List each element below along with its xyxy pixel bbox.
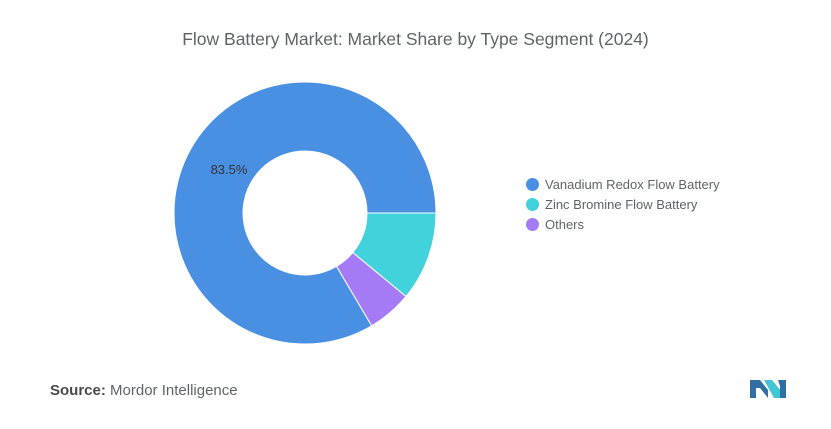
legend-label: Others bbox=[545, 216, 585, 232]
donut-data-labels: 83.5% bbox=[211, 162, 248, 177]
legend-item-zinc-bromine: Zinc Bromine Flow Battery bbox=[526, 194, 720, 214]
chart-legend: Vanadium Redox Flow Battery Zinc Bromine… bbox=[526, 174, 720, 234]
chart-title: Flow Battery Market: Market Share by Typ… bbox=[182, 29, 649, 49]
legend-label: Vanadium Redox Flow Battery bbox=[545, 176, 720, 192]
legend-item-vanadium-redox: Vanadium Redox Flow Battery bbox=[526, 174, 720, 194]
mordor-intelligence-logo-icon bbox=[750, 380, 786, 398]
legend-swatch-icon bbox=[526, 197, 539, 211]
legend-swatch-icon bbox=[526, 217, 539, 231]
source-text: Mordor Intelligence bbox=[110, 382, 238, 399]
legend-swatch-icon bbox=[526, 177, 539, 191]
source-note: Source: Mordor Intelligence bbox=[50, 382, 238, 399]
legend-item-others: Others bbox=[526, 214, 720, 234]
source-label: Source: bbox=[50, 382, 106, 399]
slice-others bbox=[335, 251, 407, 327]
slice-vanadium-redox bbox=[173, 81, 437, 345]
donut-slices bbox=[173, 81, 437, 345]
legend-label: Zinc Bromine Flow Battery bbox=[545, 196, 698, 212]
data-label-vanadium-redox: 83.5% bbox=[211, 162, 248, 177]
